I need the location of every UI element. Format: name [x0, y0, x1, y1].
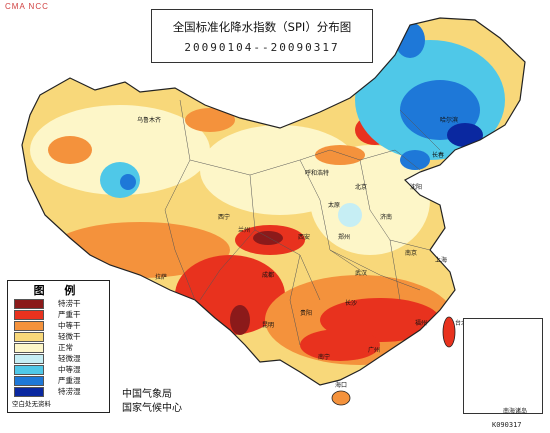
country-border: [21, 17, 526, 386]
legend-swatch: [14, 298, 44, 309]
south-china-sea-inset: [463, 318, 543, 414]
place-label-nanning: 南宁: [318, 354, 331, 361]
legend-item: 严重干: [14, 309, 109, 320]
place-label-taibei: 台北: [455, 320, 468, 327]
date-range: 20090104--20090317: [184, 41, 340, 54]
place-label-huhehaote: 呼和浩特: [305, 170, 330, 177]
legend: 图 例 特涝干 严重干 中等干 轻微干 正常 轻微湿 中等湿 严重湿 特涝湿 空…: [7, 280, 110, 413]
legend-swatch: [14, 342, 44, 353]
legend-swatch: [14, 320, 44, 331]
legend-item: 特涝干: [14, 298, 109, 309]
legend-item: 中等干: [14, 320, 109, 331]
title-box: 全国标准化降水指数（SPI）分布图 20090104--20090317: [151, 9, 373, 63]
legend-item: 严重湿: [14, 375, 109, 386]
place-label-lanzhou: 兰州: [238, 227, 251, 234]
place-label-fuzhou: 福州: [415, 320, 428, 327]
place-label-chengdu: 成都: [262, 272, 275, 279]
legend-swatch: [14, 331, 44, 342]
legend-title: 图 例: [33, 284, 84, 297]
taiwan: [442, 316, 456, 348]
source-credit: 中国气象局 国家气候中心: [122, 388, 182, 416]
place-label-wuhan: 武汉: [355, 270, 368, 277]
place-label-changsha: 长沙: [345, 300, 358, 307]
place-label-shanghai: 上海: [435, 257, 448, 264]
place-label-shenyang: 沈阳: [410, 184, 423, 191]
legend-label: 中等湿: [58, 365, 81, 374]
legend-item: 特涝湿: [14, 386, 109, 397]
legend-label: 轻微干: [58, 332, 81, 341]
legend-item: 中等湿: [14, 364, 109, 375]
legend-swatch: [14, 353, 44, 364]
place-label-taiyuan: 太原: [328, 202, 341, 209]
legend-swatch: [14, 375, 44, 386]
legend-swatch: [14, 309, 44, 320]
place-label-zhengzhou: 郑州: [338, 234, 351, 241]
place-label-nanjing: 南京: [405, 250, 418, 257]
place-label-jinan: 济南: [380, 214, 393, 221]
legend-label: 中等干: [58, 321, 81, 330]
place-label-guangzhou: 广州: [368, 347, 381, 354]
product-code: K090317: [492, 421, 522, 429]
place-label-haikou: 海口: [335, 382, 348, 389]
map-title: 全国标准化降水指数（SPI）分布图: [172, 20, 352, 34]
agency-mark: CMA NCC: [5, 2, 49, 11]
legend-swatch: [14, 386, 44, 397]
legend-label: 特涝干: [58, 299, 81, 308]
place-label-lasa: 拉萨: [155, 274, 168, 281]
place-label-kunming: 昆明: [262, 322, 275, 329]
place-label-changchun: 长春: [432, 152, 445, 159]
hainan: [331, 390, 351, 406]
inset-label: 南海诸岛: [503, 408, 528, 415]
source-line-agency: 中国气象局: [122, 389, 172, 400]
place-label-beijing: 北京: [355, 184, 368, 191]
legend-swatch: [14, 364, 44, 375]
legend-label: 正常: [58, 343, 73, 352]
legend-item: 轻微湿: [14, 353, 109, 364]
province-borders: [164, 99, 441, 346]
legend-label: 严重干: [58, 310, 81, 319]
place-label-guiyang: 贵阳: [300, 310, 313, 317]
place-label-haerbin: 哈尔滨: [440, 117, 459, 124]
place-label-xian: 西安: [298, 234, 311, 241]
legend-label: 特涝湿: [58, 387, 81, 396]
legend-item: 轻微干: [14, 331, 109, 342]
place-label-wulumuqi: 乌鲁木齐: [137, 117, 162, 124]
legend-label: 轻微湿: [58, 354, 81, 363]
legend-item: 正常: [14, 342, 109, 353]
place-label-xining: 西宁: [218, 214, 231, 221]
legend-note: 空白处无资料: [12, 400, 51, 408]
legend-label: 严重湿: [58, 376, 81, 385]
source-line-center: 国家气候中心: [122, 403, 182, 414]
